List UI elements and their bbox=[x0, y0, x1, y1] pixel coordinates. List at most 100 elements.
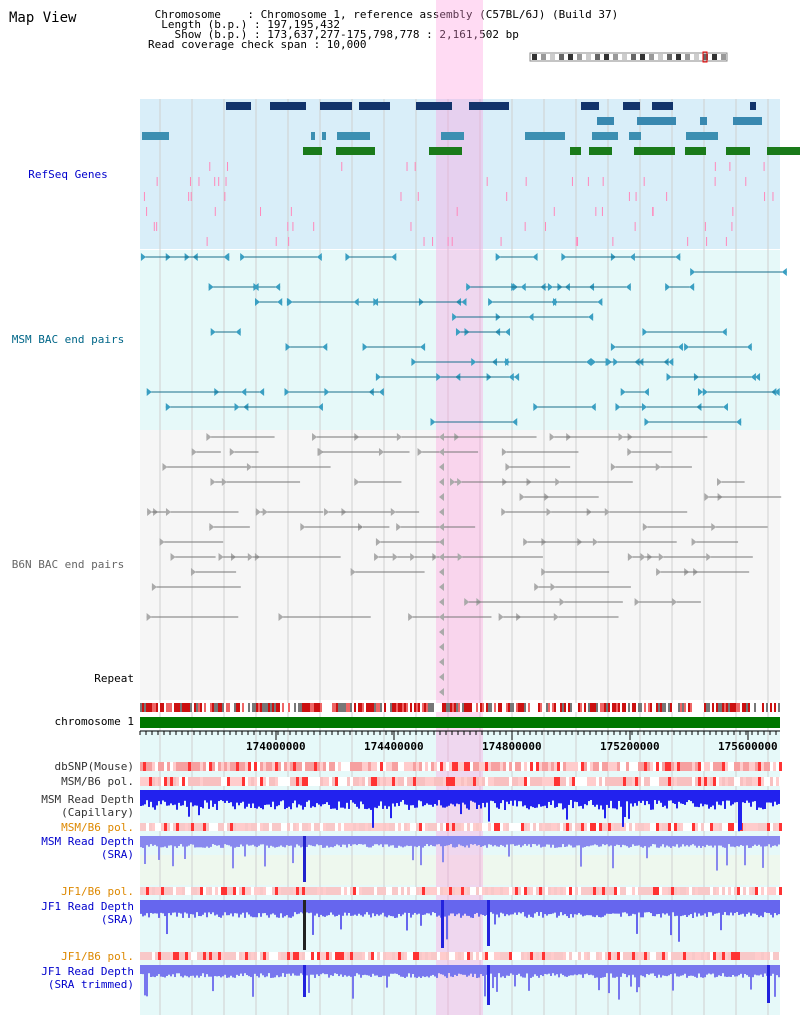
depth-bar bbox=[758, 900, 760, 918]
depth-bar bbox=[456, 790, 458, 804]
pol-cell bbox=[773, 823, 776, 831]
depth-bar bbox=[574, 900, 576, 915]
bac-end-arrow bbox=[471, 358, 477, 366]
repeat-block bbox=[750, 703, 752, 712]
pol-cell bbox=[167, 952, 170, 960]
depth-bar bbox=[258, 790, 260, 807]
repeat-block bbox=[234, 703, 236, 712]
pol-cell bbox=[380, 762, 383, 771]
pol-cell bbox=[629, 887, 632, 895]
depth-bar bbox=[696, 965, 698, 978]
depth-bar bbox=[724, 965, 726, 977]
depth-bar bbox=[662, 965, 664, 976]
depth-bar bbox=[326, 790, 328, 803]
repeat-block bbox=[422, 703, 424, 712]
track-label-msm-depth-cap: MSM Read Depth bbox=[41, 793, 134, 806]
refseq-tick bbox=[214, 207, 216, 216]
depth-bar bbox=[256, 900, 258, 918]
repeat-block bbox=[328, 703, 330, 712]
depth-bar bbox=[508, 900, 510, 916]
depth-bar bbox=[498, 790, 500, 809]
repeat-block bbox=[660, 703, 662, 712]
gene-block bbox=[581, 102, 599, 110]
repeat-block bbox=[238, 703, 240, 712]
depth-bar bbox=[614, 790, 616, 809]
depth-bar bbox=[326, 965, 328, 975]
pol-cell bbox=[311, 823, 314, 831]
bac-end-arrow bbox=[391, 253, 397, 261]
depth-bar bbox=[444, 900, 446, 917]
depth-bar bbox=[390, 836, 392, 846]
ideogram-band bbox=[676, 54, 681, 60]
pol-cell bbox=[275, 762, 278, 771]
pol-cell bbox=[299, 952, 302, 960]
depth-bar bbox=[428, 900, 430, 914]
depth-bar bbox=[472, 900, 474, 918]
track-label-refseq[interactable]: RefSeq Genes bbox=[28, 168, 108, 181]
depth-bar bbox=[244, 965, 246, 974]
depth-bar bbox=[442, 790, 444, 808]
pol-cell bbox=[656, 777, 659, 786]
depth-bar bbox=[760, 836, 762, 847]
repeat-block bbox=[740, 703, 742, 712]
pol-cell bbox=[773, 887, 776, 895]
pol-cell bbox=[176, 777, 179, 786]
depth-bar bbox=[666, 790, 668, 809]
bac-end-arrow bbox=[746, 343, 752, 351]
bac-end-arrow bbox=[457, 478, 463, 486]
pol-cell bbox=[485, 887, 488, 895]
depth-bar bbox=[388, 965, 390, 977]
depth-bar bbox=[326, 900, 328, 916]
depth-bar bbox=[680, 790, 682, 804]
pol-cell bbox=[641, 823, 644, 831]
pol-cell bbox=[776, 823, 779, 831]
depth-bar bbox=[218, 900, 220, 917]
track-label-b6n-bac[interactable]: B6N BAC end pairs bbox=[11, 558, 125, 571]
refseq-tick bbox=[143, 192, 145, 201]
depth-bar bbox=[152, 790, 154, 808]
pol-cell bbox=[143, 952, 146, 960]
depth-bar bbox=[770, 900, 772, 915]
depth-bar bbox=[412, 900, 414, 915]
pol-cell bbox=[638, 952, 641, 960]
repeat-block bbox=[748, 703, 750, 712]
repeat-block bbox=[590, 703, 592, 712]
repeat-block bbox=[764, 703, 766, 712]
depth-bar bbox=[518, 836, 520, 845]
track-label-msm-bac[interactable]: MSM BAC end pairs bbox=[11, 333, 125, 346]
pol-cell bbox=[461, 777, 464, 786]
depth-bar bbox=[422, 790, 424, 807]
depth-bar bbox=[322, 900, 324, 917]
depth-bar bbox=[210, 965, 212, 977]
pol-cell bbox=[284, 887, 287, 895]
depth-bar bbox=[746, 836, 748, 846]
pol-cell bbox=[320, 952, 323, 960]
repeat-block bbox=[550, 703, 552, 712]
pol-cell bbox=[167, 762, 170, 771]
repeat-block bbox=[568, 703, 570, 712]
depth-bar bbox=[152, 836, 154, 846]
depth-bar bbox=[436, 900, 438, 917]
pol-cell bbox=[329, 762, 332, 771]
pol-cell bbox=[320, 887, 323, 895]
depth-bar bbox=[344, 900, 346, 913]
depth-bar bbox=[540, 790, 542, 807]
repeat-block bbox=[502, 703, 504, 712]
depth-bar bbox=[458, 836, 460, 845]
bac-end-arrow bbox=[350, 568, 356, 576]
depth-bar bbox=[448, 900, 450, 916]
ideogram-band bbox=[532, 54, 537, 60]
depth-bar bbox=[400, 965, 402, 977]
bac-end-arrow bbox=[439, 508, 444, 516]
depth-bar bbox=[306, 965, 308, 976]
repeat-block bbox=[210, 703, 212, 712]
refseq-tick bbox=[214, 177, 216, 186]
depth-bar bbox=[290, 836, 292, 846]
repeat-block bbox=[280, 703, 282, 712]
depth-bar bbox=[496, 790, 498, 808]
pol-cell bbox=[359, 762, 362, 771]
pol-cell bbox=[647, 762, 650, 771]
bac-end-arrow bbox=[508, 373, 514, 381]
depth-bar bbox=[352, 790, 354, 803]
